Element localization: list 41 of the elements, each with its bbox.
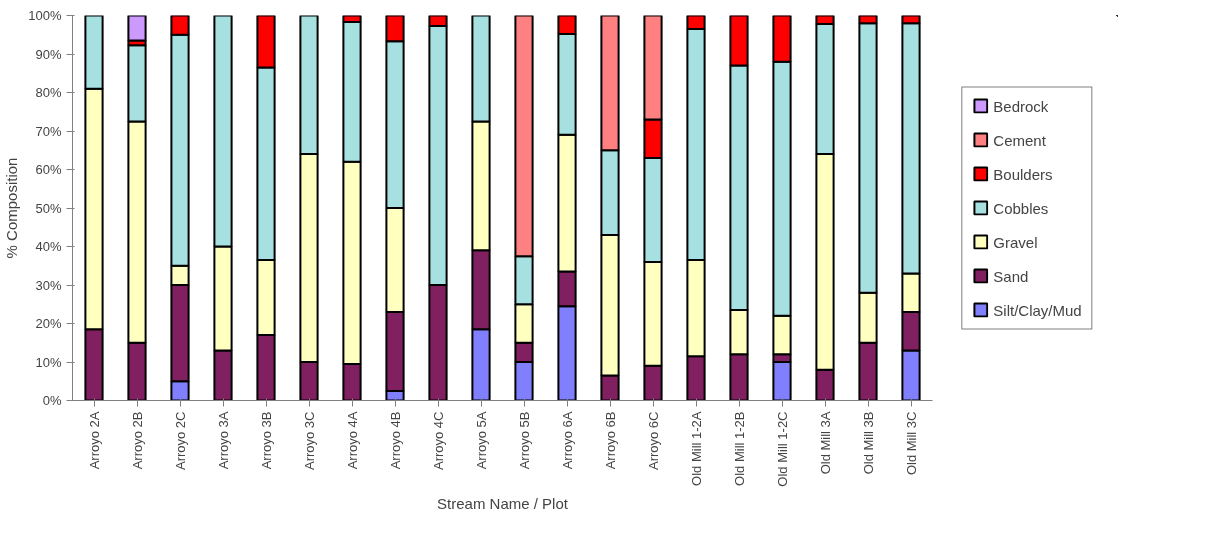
x-tick-label: Old Mill 1-2B xyxy=(731,411,747,486)
x-tick-label: Arroyo 4C xyxy=(430,411,446,471)
y-tick-label: 20% xyxy=(35,316,62,331)
x-tick-label: Arroyo 3B xyxy=(258,411,274,470)
x-tick-label: Arroyo 4B xyxy=(387,411,403,470)
y-tick-label: 90% xyxy=(35,46,62,62)
y-tick-label: 30% xyxy=(35,277,62,293)
x-tick-label: Old Mill 3A xyxy=(817,411,833,475)
x-tick-label: Arroyo 4A xyxy=(344,411,360,470)
x-tick-label: Old Mill 1-2C xyxy=(774,411,790,487)
legend-label: Silt/Clay/Mud xyxy=(993,301,1082,318)
x-tick-label: Arroyo 6C xyxy=(645,411,661,471)
legend-label: Cement xyxy=(993,131,1046,148)
legend-label: Cobbles xyxy=(993,199,1049,216)
x-tick-label: Arroyo 5B xyxy=(516,411,532,470)
x-tick-label: Arroyo 6B xyxy=(602,411,618,470)
bar xyxy=(127,15,147,42)
y-tick-label: 10% xyxy=(35,354,62,370)
legend-label: Sand xyxy=(993,267,1029,284)
y-axis-title: % Composition xyxy=(3,157,21,259)
x-tick-label: Arroyo 2A xyxy=(86,411,102,470)
y-tick-label: 40% xyxy=(35,239,62,254)
y-tick-label: 0% xyxy=(42,393,62,408)
y-tick-label: 60% xyxy=(35,162,62,177)
y-tick-label: 70% xyxy=(35,123,62,139)
x-tick-label: Arroyo 2B xyxy=(129,411,145,470)
x-tick-label: Old Mill 3C xyxy=(903,411,919,476)
x-tick-label: Old Mill 3B xyxy=(860,411,876,475)
x-tick-label: Arroyo 6A xyxy=(559,411,575,470)
y-tick-label: 50% xyxy=(35,200,62,216)
legend-label: Boulders xyxy=(993,165,1053,182)
legend-label: Bedrock xyxy=(993,97,1049,114)
x-tick-label: Arroyo 3C xyxy=(301,411,317,471)
x-tick-label: Arroyo 2C xyxy=(172,411,188,471)
legend-label: Gravel xyxy=(993,233,1038,250)
y-tick-label: 80% xyxy=(35,85,62,100)
x-tick-label: Arroyo 5A xyxy=(473,411,489,470)
x-tick-label: Arroyo 3A xyxy=(215,411,231,470)
x-tick-label: Old Mill 1-2A xyxy=(688,411,704,486)
y-tick-label: 100% xyxy=(28,8,62,23)
x-axis-title: Stream Name / Plot xyxy=(437,494,569,512)
